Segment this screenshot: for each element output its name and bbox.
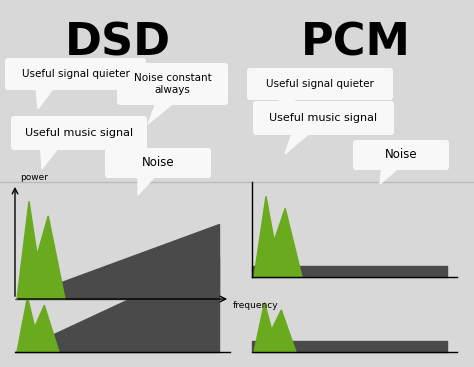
Text: Useful music signal: Useful music signal <box>25 128 133 138</box>
Text: Noise: Noise <box>142 156 174 170</box>
Text: PCM: PCM <box>301 22 411 65</box>
FancyBboxPatch shape <box>105 148 211 178</box>
Polygon shape <box>15 257 219 352</box>
FancyBboxPatch shape <box>5 58 146 90</box>
Polygon shape <box>252 266 447 277</box>
Polygon shape <box>254 302 296 352</box>
FancyBboxPatch shape <box>11 116 147 150</box>
Text: Noise constant
always: Noise constant always <box>134 73 211 95</box>
FancyBboxPatch shape <box>253 101 394 135</box>
FancyBboxPatch shape <box>117 63 228 105</box>
Polygon shape <box>17 201 65 299</box>
Polygon shape <box>148 100 177 124</box>
Text: Useful music signal: Useful music signal <box>269 113 378 123</box>
Text: DSD: DSD <box>65 22 171 65</box>
FancyBboxPatch shape <box>353 140 449 170</box>
Polygon shape <box>138 173 158 195</box>
Polygon shape <box>40 145 60 169</box>
Polygon shape <box>278 95 299 119</box>
Polygon shape <box>17 297 59 352</box>
Polygon shape <box>15 224 219 299</box>
Text: Noise: Noise <box>385 149 417 161</box>
Polygon shape <box>254 196 302 277</box>
Polygon shape <box>285 130 313 154</box>
FancyBboxPatch shape <box>247 68 393 100</box>
Polygon shape <box>380 165 402 184</box>
Text: frequency: frequency <box>233 301 279 310</box>
Text: Useful signal quieter: Useful signal quieter <box>266 79 374 89</box>
Polygon shape <box>252 341 447 352</box>
Text: power: power <box>20 173 48 182</box>
Polygon shape <box>36 85 56 109</box>
Text: Useful signal quieter: Useful signal quieter <box>21 69 129 79</box>
